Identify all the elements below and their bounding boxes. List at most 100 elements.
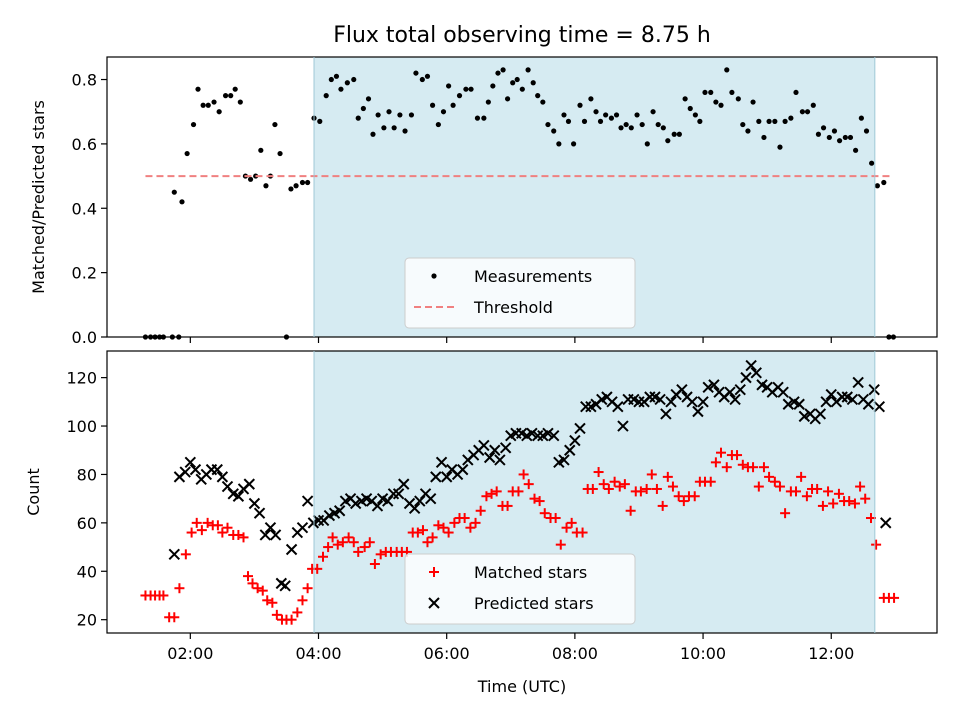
matched-star-marker: [619, 479, 630, 490]
measurement-point: [247, 176, 254, 182]
top-panel: 0.00.20.40.60.8 Matched/Predicted stars …: [29, 56, 938, 347]
predicted-star-marker: [880, 517, 892, 529]
matched-star-marker: [823, 486, 834, 497]
y-tick-label: 0.8: [72, 71, 97, 90]
predicted-star-marker: [457, 463, 469, 476]
measurement-point: [782, 118, 788, 124]
measurement-point: [450, 102, 456, 108]
y-tick-label: 0.2: [72, 264, 97, 283]
matched-star-marker: [641, 483, 652, 494]
matched-star-marker: [375, 549, 386, 560]
predicted-star-marker: [793, 398, 805, 410]
predicted-star-marker: [526, 427, 538, 440]
predicted-star-marker: [387, 488, 400, 500]
matched-star-marker: [651, 483, 662, 494]
legend-predicted-stars: Predicted stars: [474, 594, 594, 613]
matched-star-marker: [252, 583, 263, 594]
y-tick-label: 20: [77, 611, 97, 630]
matched-star-marker: [587, 483, 598, 494]
matched-star-marker: [689, 491, 700, 502]
matched-star-marker: [801, 491, 812, 502]
measurement-point: [179, 199, 185, 205]
predicted-star-marker: [179, 466, 191, 478]
predicted-star-marker: [644, 391, 656, 403]
matched-star-marker: [438, 522, 449, 533]
measurement-point: [858, 115, 864, 121]
predicted-star-marker: [301, 495, 314, 507]
predicted-star-marker: [782, 398, 795, 410]
bottom-series: [140, 359, 900, 625]
measurement-point: [804, 109, 811, 115]
predicted-star-marker: [702, 381, 714, 394]
predicted-star-marker: [852, 376, 864, 389]
x-tick-label: 12:00: [808, 644, 854, 663]
measurement-point: [756, 118, 762, 124]
measurement-point: [232, 86, 238, 92]
measurement-point: [293, 183, 299, 189]
predicted-star-marker: [665, 396, 677, 408]
measurement-point: [565, 118, 572, 124]
matched-star-marker: [673, 491, 684, 502]
matched-star-marker: [860, 493, 871, 504]
measurement-point: [735, 96, 741, 102]
measurement-point: [463, 86, 469, 92]
measurement-point: [413, 70, 419, 76]
measurement-point: [671, 131, 677, 137]
measurement-point: [713, 99, 719, 105]
x-tick-label: 06:00: [424, 644, 470, 663]
predicted-star-marker: [392, 488, 405, 500]
measurement-point: [788, 115, 794, 121]
predicted-star-marker: [862, 398, 875, 410]
legend-measurements: Measurements: [474, 267, 592, 286]
matched-star-marker: [577, 527, 588, 538]
matched-star-marker: [297, 595, 308, 606]
predicted-star-marker: [211, 463, 223, 476]
predicted-star-marker: [398, 478, 410, 490]
matched-star-marker: [566, 517, 577, 528]
measurement-point: [211, 99, 217, 105]
measurement-point: [351, 76, 357, 83]
measurement-point: [429, 102, 436, 108]
measurement-point: [618, 125, 624, 131]
predicted-star-marker: [798, 410, 811, 423]
predicted-star-marker: [697, 396, 709, 408]
matched-star-marker: [871, 539, 882, 550]
matched-star-marker: [196, 525, 207, 536]
measurement-point: [510, 80, 516, 86]
predicted-star-marker: [414, 495, 426, 507]
matched-star-marker: [502, 500, 513, 511]
measurement-point: [222, 93, 229, 99]
measurement-point: [391, 125, 397, 131]
matched-star-marker: [889, 592, 900, 603]
measurement-point: [847, 134, 854, 141]
matched-star-marker: [855, 481, 866, 492]
y-tick-label: 40: [77, 562, 97, 581]
predicted-star-marker: [836, 391, 848, 403]
matched-star-marker: [337, 537, 348, 548]
predicted-star-marker: [660, 408, 672, 420]
predicted-star-marker: [654, 393, 666, 406]
matched-star-marker: [614, 481, 625, 492]
matched-star-marker: [758, 462, 769, 473]
predicted-star-marker: [269, 529, 282, 541]
measurement-point: [634, 112, 640, 118]
measurement-point: [842, 134, 848, 141]
measurement-point: [718, 102, 724, 108]
measurement-point: [370, 131, 376, 137]
measurement-point: [644, 141, 650, 147]
matched-star-marker: [180, 549, 191, 560]
measurement-point: [216, 109, 222, 115]
measurement-point: [623, 121, 629, 128]
measurement-point: [682, 96, 688, 102]
matched-star-marker: [257, 585, 268, 596]
measurement-point: [171, 189, 177, 195]
y-tick-label: 0.0: [72, 328, 97, 347]
measurement-point: [697, 118, 703, 124]
matched-star-marker: [212, 520, 223, 531]
matched-star-marker: [422, 537, 433, 548]
measurement-point: [740, 121, 746, 128]
y-tick-label: 60: [77, 514, 97, 533]
matched-star-marker: [657, 500, 668, 511]
measurement-point: [495, 70, 501, 76]
